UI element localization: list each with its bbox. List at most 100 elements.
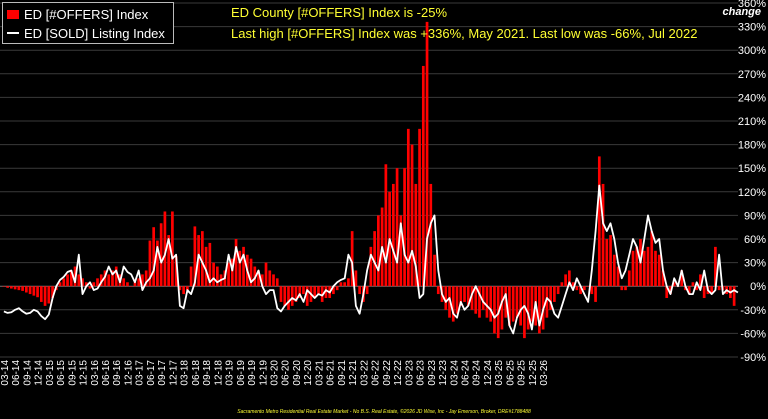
offers-bar (466, 286, 470, 306)
offers-bar (511, 286, 515, 322)
offers-bar (373, 231, 376, 287)
offers-bar (242, 246, 245, 287)
offers-bar (575, 286, 579, 291)
offers-bar (283, 286, 287, 306)
offers-bar (627, 270, 631, 287)
offers-bar (489, 286, 493, 322)
offers-bar (519, 286, 523, 326)
offers-bar (193, 226, 197, 287)
offers-bar (182, 286, 185, 295)
x-tick-label: 09-18 (202, 360, 213, 386)
offers-bar (665, 286, 669, 298)
legend-swatch-line (7, 32, 19, 34)
x-tick-label: 03-20 (270, 360, 281, 386)
x-tick-label: 09-25 (517, 360, 528, 386)
offers-bar (290, 286, 294, 306)
offers-bar (568, 270, 571, 287)
offers-bar (24, 286, 28, 293)
footer-credit: Sacramento Metro Residential Real Estate… (237, 409, 531, 415)
offers-bar (249, 258, 253, 287)
x-tick-label: 06-18 (191, 360, 202, 386)
x-tick-label: 12-15 (79, 360, 90, 386)
x-tick-label: 12-25 (528, 360, 539, 386)
offers-bar (553, 286, 556, 302)
x-tick-label: 09-24 (472, 360, 483, 386)
y-tick-label: 0% (750, 281, 766, 293)
y-tick-label: 270% (738, 69, 766, 81)
offers-bar (122, 278, 126, 287)
offers-bar (287, 286, 290, 310)
offers-bar (204, 246, 208, 287)
offers-bar (493, 286, 496, 334)
legend-label-sold: ED [SOLD] Listing Index (24, 25, 165, 41)
offers-bar (399, 215, 403, 287)
offers-bar (208, 242, 212, 287)
offers-bar (403, 168, 406, 287)
y-tick-label: -60% (740, 328, 766, 340)
x-tick-label: 09-21 (337, 360, 348, 386)
offers-bar (264, 262, 268, 287)
y-tick-label: -30% (740, 305, 766, 317)
offers-bar (695, 286, 699, 291)
x-tick-label: 03-14 (0, 360, 11, 386)
y-tick-label: 30% (744, 258, 766, 270)
offers-bar (126, 282, 129, 287)
offers-bar (159, 223, 163, 287)
legend-swatch-bar (7, 9, 19, 19)
offers-bar (141, 274, 144, 287)
legend: ED [#OFFERS] Index ED [SOLD] Listing Ind… (2, 2, 174, 44)
y-tick-label: 210% (738, 116, 766, 128)
x-tick-label: 12-21 (348, 360, 359, 386)
x-tick-label: 06-15 (56, 360, 67, 386)
offers-bar (302, 286, 305, 295)
legend-item-sold: ED [SOLD] Listing Index (7, 24, 165, 42)
offers-bar (523, 286, 526, 339)
offers-bar (215, 266, 219, 287)
offers-bar (463, 286, 466, 302)
offers-bar (620, 286, 624, 291)
offers-bar (298, 286, 302, 298)
offers-bar (470, 286, 474, 310)
offers-bar (129, 286, 133, 287)
offers-bar (114, 266, 118, 287)
y-tick-label: 240% (738, 92, 766, 104)
offers-bar (317, 286, 320, 295)
x-tick-label: 12-24 (483, 360, 494, 386)
offers-bar (414, 183, 418, 287)
offers-bar (560, 282, 564, 287)
x-tick-labels: 03-14 06-14 09-14 12-14 03-15 06-15 09-15 12-15… (0, 360, 550, 386)
offers-bar (590, 286, 594, 295)
offers-bar (448, 286, 451, 318)
legend-item-offers: ED [#OFFERS] Index (7, 5, 148, 23)
offers-bar (335, 286, 339, 291)
x-tick-label: 09-23 (427, 360, 438, 386)
offers-bar (410, 144, 414, 287)
offers-bar (657, 254, 661, 287)
offers-bar (635, 246, 639, 287)
offers-bar (96, 278, 99, 287)
offers-bar (163, 211, 167, 287)
offers-bar (429, 183, 433, 287)
offers-bar (538, 286, 541, 334)
offers-bar (354, 270, 358, 287)
x-tick-label: 03-19 (225, 360, 236, 386)
offers-bar (530, 286, 534, 322)
x-tick-label: 09-14 (22, 360, 33, 386)
offers-bar (167, 235, 170, 287)
offers-bar (313, 286, 317, 298)
offers-bar (6, 286, 9, 288)
offers-bar (605, 239, 609, 287)
offers-bar (459, 286, 463, 306)
offers-bar (631, 250, 635, 287)
x-tick-label: 12-19 (258, 360, 269, 386)
offers-bar (81, 278, 84, 287)
offers-bar (144, 270, 148, 287)
offers-bar (84, 282, 88, 287)
x-tick-label: 09-22 (382, 360, 393, 386)
x-tick-label: 12-17 (168, 360, 179, 386)
offers-bar (212, 262, 215, 287)
offers-bar (526, 286, 530, 330)
x-tick-label: 09-20 (292, 360, 303, 386)
offers-bar (515, 286, 519, 318)
offers-bar (669, 286, 672, 295)
